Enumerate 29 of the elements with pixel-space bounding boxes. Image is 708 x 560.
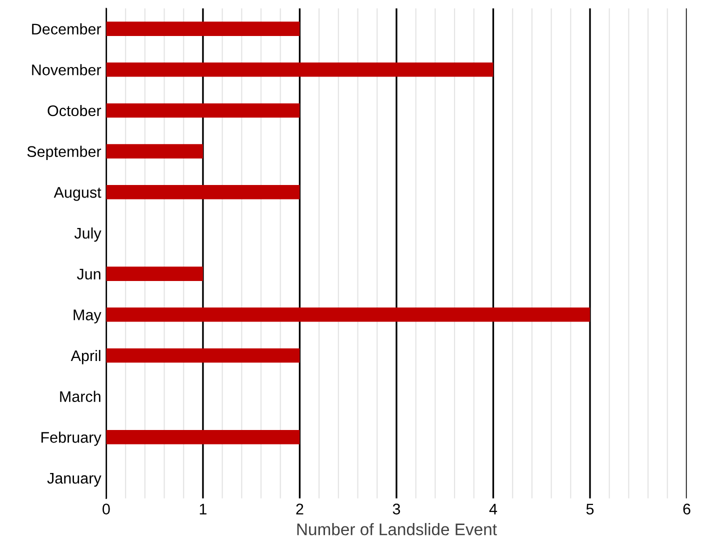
y-tick-label: October <box>48 104 102 116</box>
y-tick-label: August <box>54 187 102 201</box>
bar <box>106 348 300 363</box>
x-tick-label: 5 <box>586 504 594 514</box>
y-tick-label: July <box>74 227 102 242</box>
x-axis-title: Number of Landslide Event <box>297 523 497 536</box>
y-tick-label: February <box>41 432 102 446</box>
y-tick-label: December <box>32 23 102 35</box>
x-tick-label: 2 <box>296 504 304 514</box>
bar <box>106 430 300 444</box>
y-tick-label: April <box>70 350 100 364</box>
x-tick-label: 0 <box>102 504 110 514</box>
bar <box>106 62 494 77</box>
bar <box>106 308 590 322</box>
bar <box>106 144 203 158</box>
bar <box>106 266 203 281</box>
x-tick-label: 1 <box>200 504 206 514</box>
y-tick-label: January <box>47 473 102 487</box>
bar <box>106 185 300 200</box>
y-tick-label: September <box>27 146 102 160</box>
bar <box>106 22 300 36</box>
y-tick-label: Jun <box>76 268 100 280</box>
x-tick-label: 4 <box>489 504 498 514</box>
y-tick-label: November <box>32 64 102 76</box>
bar <box>106 103 300 118</box>
x-tick-label: 6 <box>683 504 690 514</box>
y-tick-label: March <box>60 390 100 402</box>
y-tick-label: May <box>74 310 102 324</box>
x-tick-label: 3 <box>392 504 400 514</box>
